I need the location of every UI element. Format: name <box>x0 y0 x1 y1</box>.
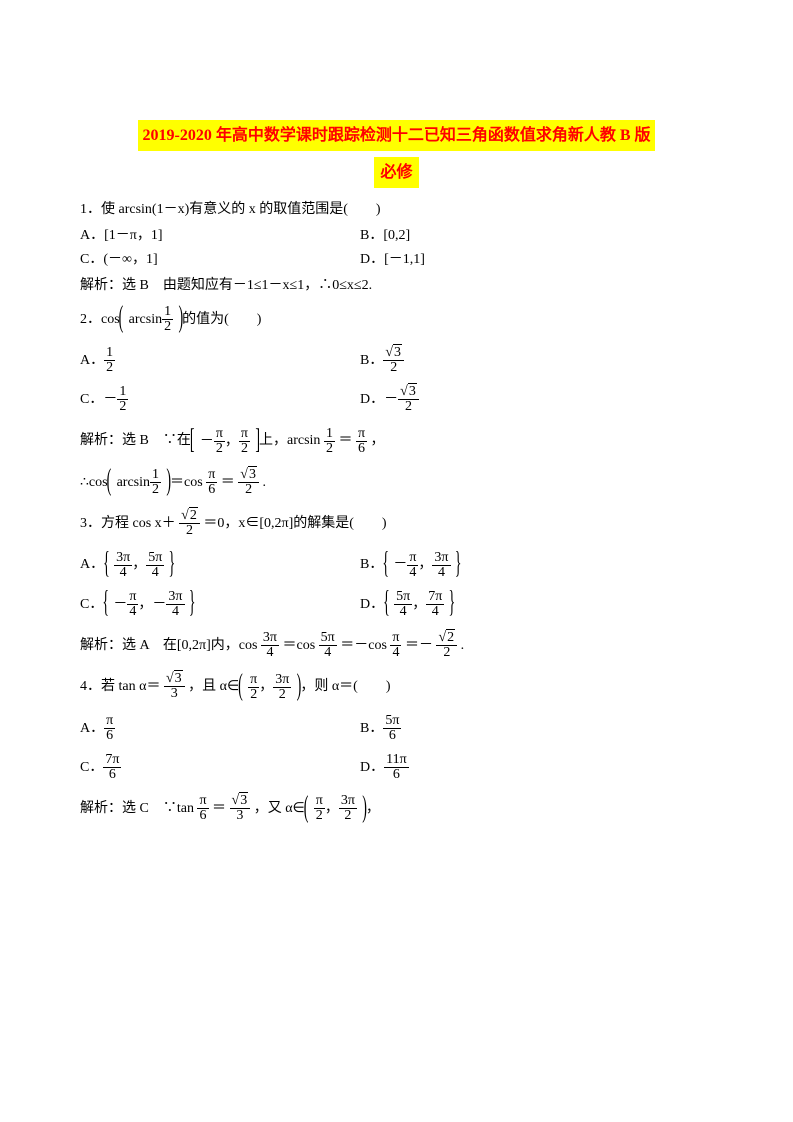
doc-subtitle: 必修 <box>374 157 418 188</box>
q1-opt-b: B．[0,2] <box>360 224 410 248</box>
q1-opt-d: D．[－1,1] <box>360 248 425 272</box>
q2-sol-bracket: －π2，π2 <box>198 422 252 461</box>
document-page: 2019-2020 年高中数学课时跟踪检测十二已知三角函数值求角新人教 B 版 … <box>0 0 793 870</box>
q2-opt-b: B．√32 <box>360 341 404 380</box>
q4-sol-interval: π2，3π2 <box>312 789 359 828</box>
doc-title: 2019-2020 年高中数学课时跟踪检测十二已知三角函数值求角新人教 B 版 <box>138 120 654 151</box>
q4-opt-d: D．11π6 <box>360 748 409 787</box>
q4-opt-b: B．5π6 <box>360 709 401 748</box>
q4-interval: π2，3π2 <box>246 667 293 706</box>
q2-solution-1: 解析：选 B ∵在 －π2，π2 上，arcsin 12 ＝ π6 ， <box>80 421 713 460</box>
q2-sol2-paren: arcsin12 <box>115 463 163 502</box>
q4-opt-c: C．7π6 <box>80 748 360 787</box>
q2-arcsin: arcsin <box>129 312 162 327</box>
q3-opt-a: A． 3π4，5π4 <box>80 545 360 584</box>
q2-inner-frac: 12 <box>162 305 173 334</box>
q2-solution-2: ∴cos arcsin12 ＝cos π6 ＝ √32 . <box>80 463 713 502</box>
q1-opt-c: C．(－∞，1] <box>80 248 360 272</box>
q2-stem-suffix: 的值为( ) <box>182 312 261 327</box>
q2-opt-d: D．－√32 <box>360 380 419 419</box>
q3-opt-d: D． 5π4，7π4 <box>360 585 447 624</box>
q2-opt-c: C．－12 <box>80 380 360 419</box>
q2-stem: 2．cos arcsin12 的值为( ) <box>80 300 713 339</box>
q3-opt-b: B． －π4，3π4 <box>360 545 454 584</box>
q1-stem: 1．使 arcsin(1－x)有意义的 x 的取值范围是( ) <box>80 198 713 222</box>
q2-paren: arcsin12 <box>127 300 175 339</box>
q4-solution: 解析：选 C ∵tan π6 ＝ √33 ，又 α∈ π2，3π2 ， <box>80 789 713 828</box>
q3-solution: 解析：选 A 在[0,2π]内，cos 3π4 ＝cos 5π4 ＝－cos π… <box>80 626 713 665</box>
q1-solution: 解析：选 B 由题知应有－1≤1－x≤1，∴0≤x≤2. <box>80 274 713 298</box>
q4-stem: 4．若 tan α＝ √33 ，且 α∈ π2，3π2 ，则 α＝( ) <box>80 667 713 706</box>
q4-opt-a: A．π6 <box>80 709 360 748</box>
q3-opt-c: C． －π4，－3π4 <box>80 585 360 624</box>
q2-stem-prefix: 2．cos <box>80 312 120 327</box>
q1-opt-a: A．[1－π，1] <box>80 224 360 248</box>
